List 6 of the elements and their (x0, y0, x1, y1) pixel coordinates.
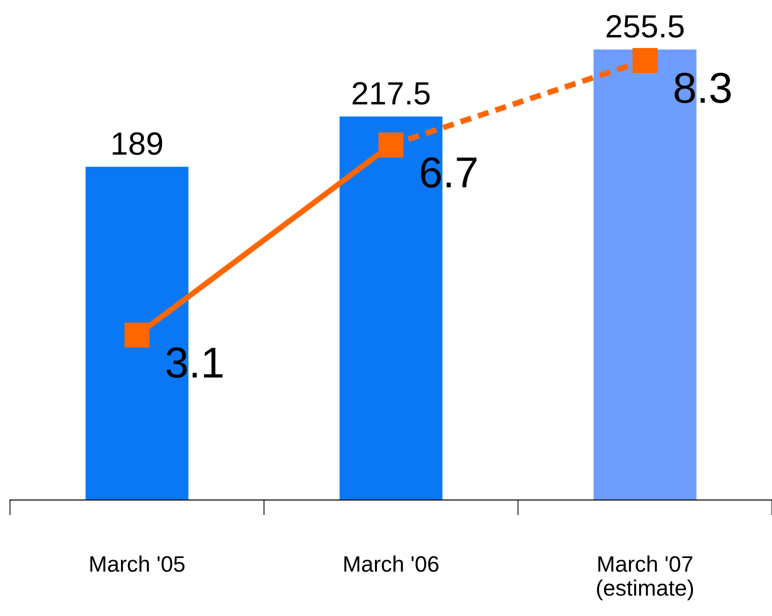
data-label: 255.5 (606, 15, 684, 38)
x-tick-label: March '07 (estimate) (596, 556, 694, 600)
x-tick-label: March '05 (90, 556, 185, 572)
x-tick-label: March '06 (344, 556, 438, 572)
data-label: 217.5 (352, 82, 430, 105)
data-label: 189 (112, 132, 162, 155)
